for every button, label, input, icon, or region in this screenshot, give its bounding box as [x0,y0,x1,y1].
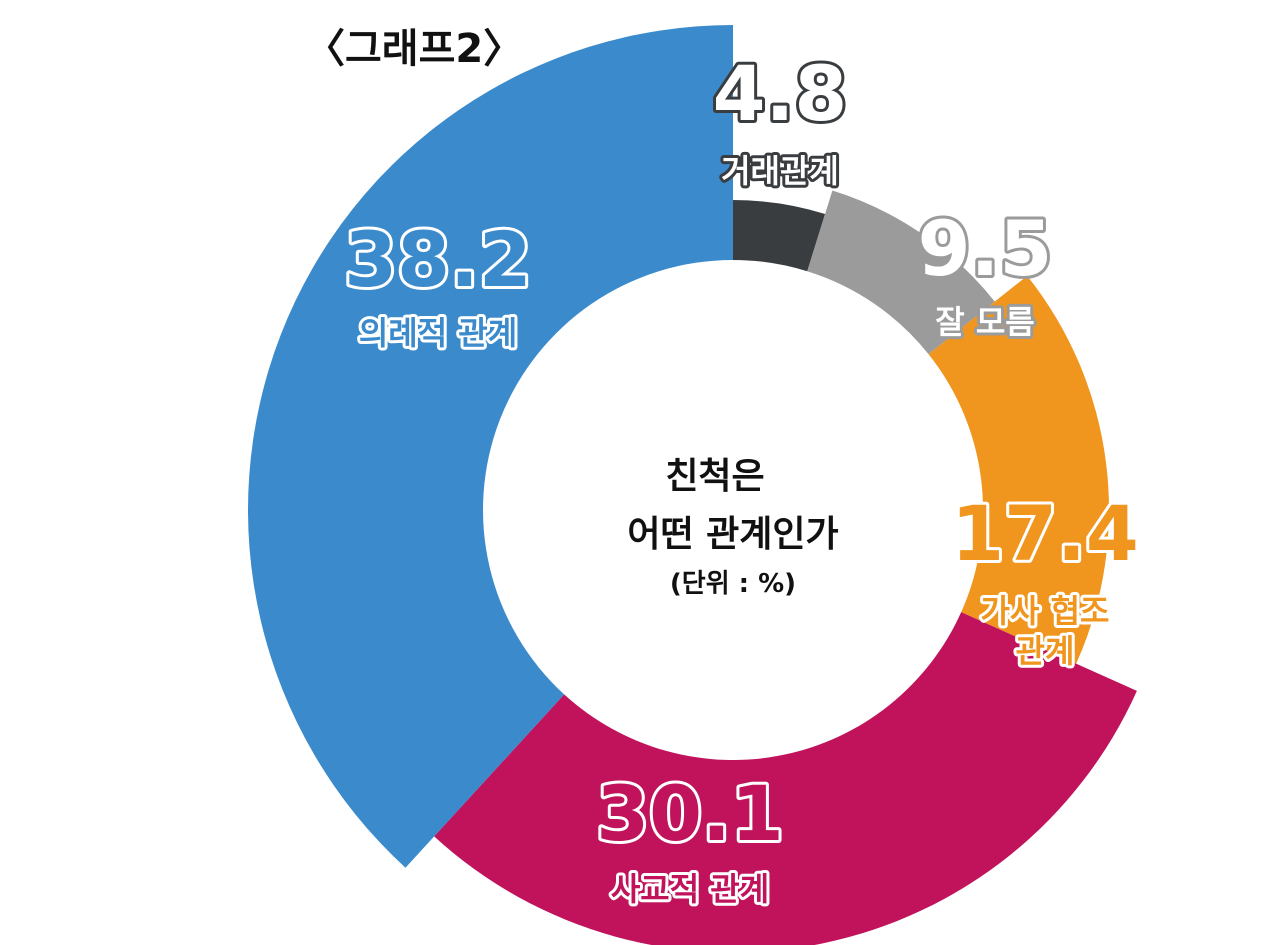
category-label-사교적-관계: 사교적 관계 [611,870,769,908]
value-label-사교적-관계: 30.1 [596,769,784,858]
slice-사교적-관계 [434,612,1137,945]
center-unit: (단위 : %) [670,569,796,599]
category-label-가사-협조-관계-line1: 가사 협조 [981,592,1110,630]
category-label-잘-모름: 잘 모름 [935,303,1034,341]
slice-의례적-관계 [248,25,733,868]
category-label-가사-협조-관계-line2: 관계 [1016,632,1075,670]
graph-tag: 〈그래프2〉 [305,26,523,72]
category-label-의례적-관계: 의례적 관계 [359,314,517,352]
center-title-line2: 어떤 관계인가 [627,514,838,555]
value-label-의례적-관계: 38.2 [344,215,532,304]
category-label-거래관계: 거래관계 [721,152,839,190]
center-title-line1: 친척은 [665,456,764,497]
value-label-거래관계: 4.8 [713,49,848,138]
value-label-잘-모름: 9.5 [918,204,1053,293]
slices-group [248,25,1137,945]
slice-잘-모름 [807,190,995,355]
slice-가사-협조-관계 [928,275,1110,664]
slice-거래관계 [733,200,826,272]
value-label-가사-협조-관계: 17.4 [951,489,1139,578]
